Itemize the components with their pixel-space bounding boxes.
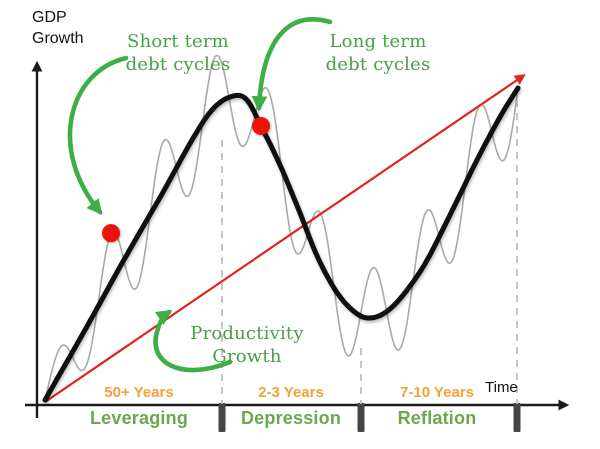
long-term-cycle-dot	[252, 117, 270, 136]
curves	[42, 54, 526, 403]
phase-label-leveraging: Leveraging	[89, 408, 189, 428]
y-axis-label: GDP Growth	[32, 9, 84, 47]
annotation-productivity-growth: Productivity Growth	[190, 323, 304, 367]
x-axis-label: Time	[485, 379, 518, 396]
duration-label-reflation: 7-10 Years	[400, 384, 474, 401]
phase-label-depression: Depression	[240, 408, 342, 428]
phase-label-reflation: Reflation	[397, 408, 477, 428]
phase-boundary-dashed-lines	[221, 100, 518, 404]
duration-label-leveraging: 50+ Years	[104, 384, 174, 401]
axes	[25, 60, 570, 432]
annotation-long-term-debt-cycles: Long term debt cycles	[325, 31, 431, 75]
annotation-short-term-debt-cycles: Short term debt cycles	[125, 31, 231, 75]
duration-label-depression: 2-3 Years	[258, 384, 324, 401]
annotation-arrows	[67, 17, 333, 373]
cycle-marker-dots	[102, 117, 270, 243]
short-term-cycle-dot	[102, 224, 120, 243]
